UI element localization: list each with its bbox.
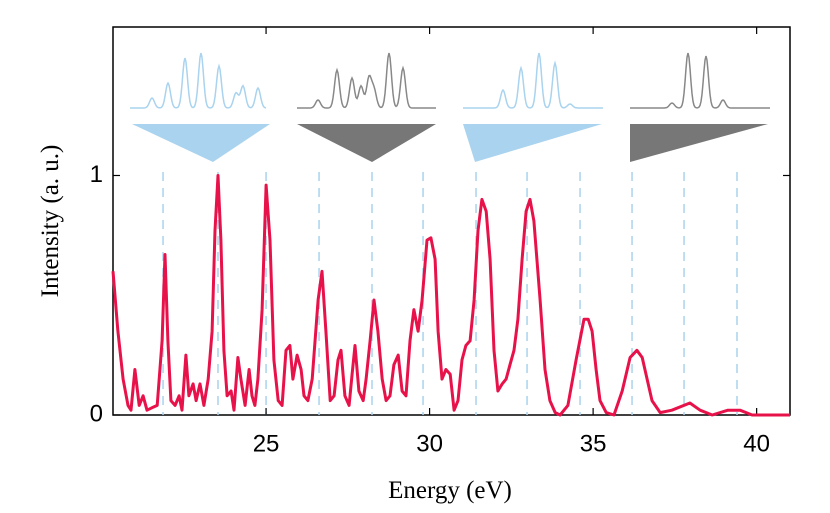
y-axis-label: Intensity (a. u.)	[37, 145, 64, 298]
x-axis-label: Energy (eV)	[388, 477, 512, 504]
insets	[130, 52, 770, 162]
inset-triangle	[297, 124, 436, 162]
inset-spectrum	[130, 52, 267, 109]
inset-spectrum	[630, 52, 770, 109]
inset-triangle	[630, 124, 768, 162]
inset-spectrum	[463, 52, 603, 109]
x-tick-label: 40	[743, 430, 770, 457]
inset-spectrum	[297, 52, 436, 109]
data-line	[111, 174, 790, 417]
y-tick-label: 0	[90, 400, 103, 427]
inset-triangle	[132, 124, 270, 162]
y-tick-label: 1	[90, 161, 103, 188]
x-tick-label: 25	[253, 430, 280, 457]
x-tick-label: 35	[580, 430, 607, 457]
x-tick-label: 30	[416, 430, 443, 457]
plot-frame	[112, 26, 791, 416]
inset-triangle	[463, 124, 602, 162]
